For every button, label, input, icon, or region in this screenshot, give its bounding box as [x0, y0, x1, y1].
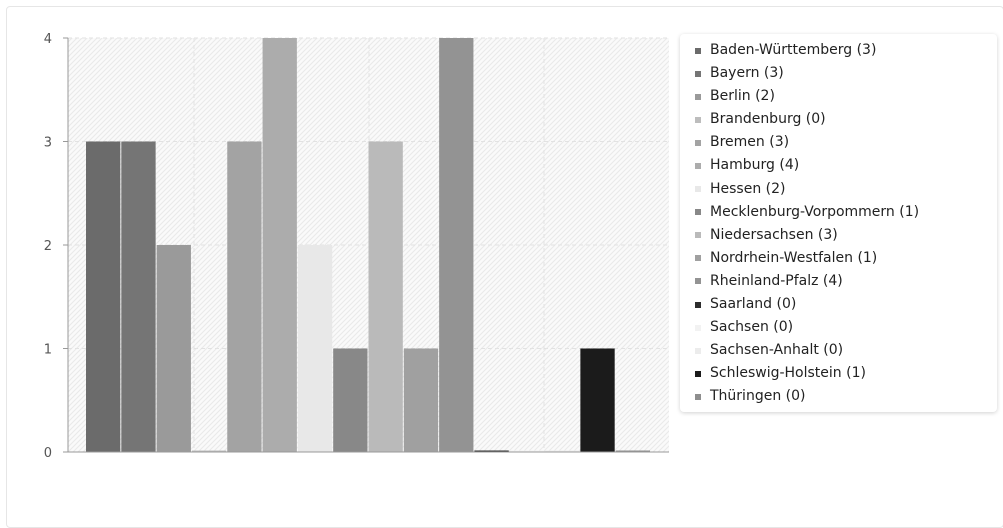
legend-swatch — [695, 116, 701, 123]
legend-item[interactable]: Brandenburg (0) — [680, 108, 997, 131]
legend-list: Baden-Württemberg (3) Bayern (3) Berlin (2… — [680, 34, 997, 409]
legend-item[interactable]: Baden-Württemberg (3) — [680, 39, 997, 62]
legend-label: Schleswig-Holstein — [710, 365, 842, 382]
bar[interactable] — [121, 141, 156, 453]
legend-count: (0) — [773, 319, 794, 336]
legend-item[interactable]: Bayern (3) — [680, 62, 997, 85]
legend-item[interactable]: Nordrhein-Westfalen (1) — [680, 247, 997, 270]
legend-item[interactable]: Saarland (0) — [680, 293, 997, 316]
legend-swatch — [695, 393, 701, 400]
bar[interactable] — [86, 141, 121, 453]
y-tick-label: 0 — [44, 446, 52, 461]
legend-swatch — [695, 47, 701, 54]
legend-item[interactable]: Niedersachsen (3) — [680, 224, 997, 247]
legend-label: Berlin — [710, 88, 751, 105]
legend-label: Bayern — [710, 65, 760, 82]
legend-item[interactable]: Sachsen-Anhalt (0) — [680, 339, 997, 362]
legend-item[interactable]: Rheinland-Pfalz (4) — [680, 270, 997, 293]
legend-item[interactable]: Mecklenburg-Vorpommern (1) — [680, 201, 997, 224]
y-tick-label: 2 — [44, 239, 52, 254]
legend-swatch — [695, 139, 701, 146]
legend-count: (1) — [846, 365, 866, 382]
legend-label: Bremen — [710, 134, 765, 151]
legend-label: Brandenburg — [710, 111, 802, 128]
legend-count: (3) — [856, 42, 877, 58]
legend-item[interactable]: Schleswig-Holstein (1) — [680, 362, 997, 385]
legend-swatch — [695, 70, 701, 77]
bar[interactable] — [297, 245, 333, 452]
bar[interactable] — [368, 141, 403, 453]
legend-count: (2) — [755, 88, 775, 105]
legend-count: (3) — [817, 226, 838, 243]
legend-count: (4) — [779, 157, 800, 174]
legend-item[interactable]: Hessen (2) — [680, 178, 997, 201]
legend-count: (0) — [823, 342, 844, 359]
legend-label: Rheinland-Pfalz — [710, 272, 819, 289]
legend-label: Mecklenburg-Vorpommern — [710, 203, 895, 220]
bar[interactable] — [191, 450, 227, 453]
bar[interactable] — [580, 348, 615, 453]
y-tick-label: 1 — [44, 343, 52, 358]
legend-swatch — [695, 209, 701, 216]
legend-swatch — [695, 347, 701, 354]
bars — [86, 38, 650, 452]
legend-label: Sachsen-Anhalt — [710, 342, 819, 359]
legend-label: Saarland — [710, 296, 773, 313]
bar[interactable] — [439, 38, 474, 452]
legend-count: (3) — [769, 134, 790, 151]
bar-chart: 0 1 2 3 4 — [44, 32, 669, 461]
legend-swatch — [695, 324, 701, 331]
legend-count: (1) — [899, 203, 920, 220]
legend-label: Niedersachsen — [710, 226, 814, 243]
y-tick-label: 4 — [44, 32, 52, 47]
legend-count: (4) — [822, 272, 843, 289]
bar[interactable] — [227, 141, 262, 453]
bar[interactable] — [545, 450, 580, 453]
legend-item[interactable]: Berlin (2) — [680, 85, 997, 108]
legend-swatch — [695, 255, 701, 262]
legend-label: Nordrhein-Westfalen — [710, 249, 853, 266]
legend-count: (0) — [805, 111, 826, 128]
legend-swatch — [695, 278, 701, 285]
bar[interactable] — [509, 450, 545, 453]
legend-swatch — [695, 370, 701, 377]
bar[interactable] — [156, 245, 191, 452]
legend-count: (2) — [765, 180, 786, 197]
legend-swatch — [695, 301, 701, 308]
bar[interactable] — [615, 450, 650, 453]
legend-count: (0) — [785, 388, 806, 405]
legend-label: Thüringen — [710, 388, 782, 405]
legend-label: Baden-Württemberg — [710, 42, 853, 58]
legend-label: Sachsen — [710, 319, 769, 336]
y-tick-label: 3 — [44, 136, 52, 151]
legend-label: Hessen — [710, 180, 762, 197]
bar[interactable] — [262, 38, 297, 452]
legend-item[interactable]: Bremen (3) — [680, 131, 997, 154]
axes: 0 1 2 3 4 — [44, 32, 669, 461]
bar[interactable] — [474, 450, 509, 453]
legend-item[interactable]: Sachsen (0) — [680, 316, 997, 339]
legend: Baden-Württemberg (3) Bayern (3) Berlin (2… — [680, 34, 997, 412]
legend-count: (0) — [776, 296, 797, 313]
bar[interactable] — [403, 348, 439, 453]
legend-count: (1) — [857, 249, 878, 266]
legend-item[interactable]: Thüringen (0) — [680, 385, 997, 408]
legend-swatch — [695, 93, 701, 100]
legend-swatch — [695, 163, 701, 170]
legend-count: (3) — [763, 65, 784, 82]
legend-label: Hamburg — [710, 157, 775, 174]
legend-swatch — [695, 186, 701, 193]
legend-swatch — [695, 232, 701, 239]
legend-item[interactable]: Hamburg (4) — [680, 154, 997, 177]
bar[interactable] — [333, 348, 368, 453]
